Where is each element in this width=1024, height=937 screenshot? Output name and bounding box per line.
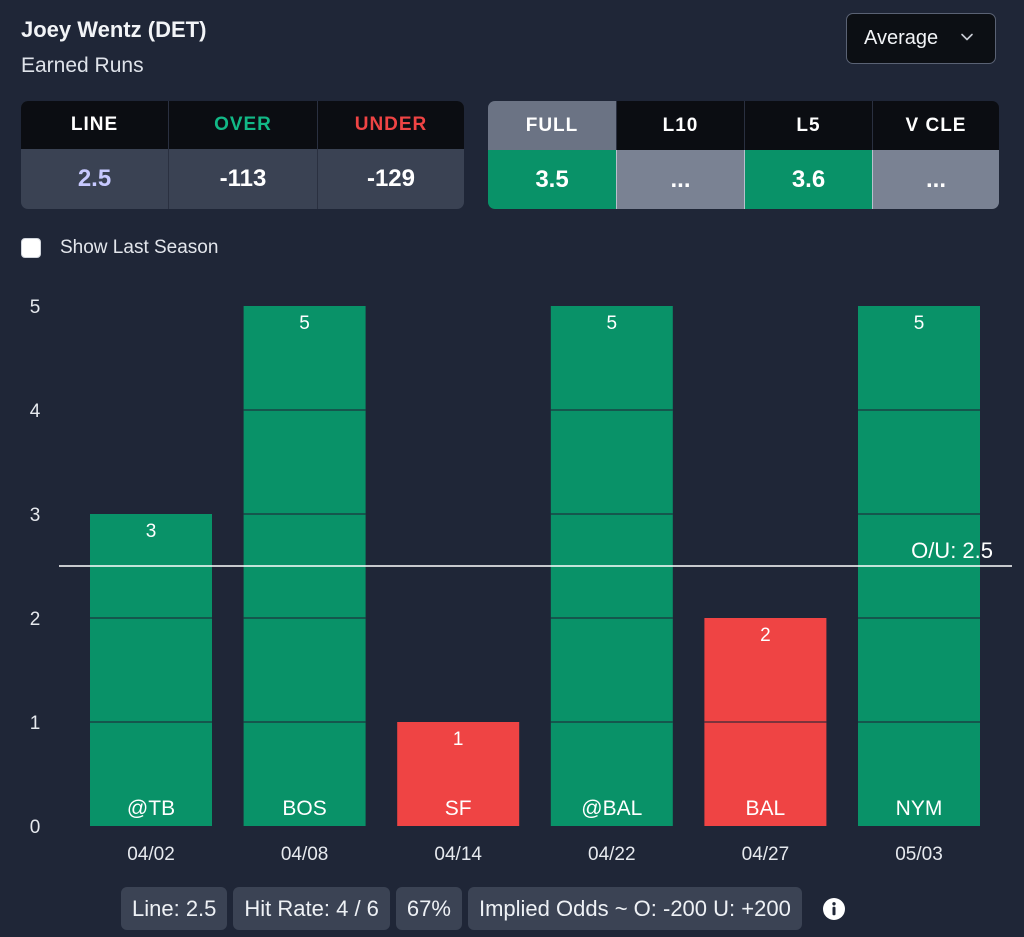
bar-value-label: 1 — [453, 729, 464, 750]
x-tick-label: 04/27 — [742, 844, 790, 865]
y-tick-label: 0 — [30, 817, 41, 838]
x-tick-label: 04/14 — [434, 844, 482, 865]
show-last-season-toggle[interactable]: Show Last Season — [21, 237, 218, 259]
splits-table: FULL L10 L5 V CLE 3.5 ... 3.6 ... — [488, 101, 999, 209]
opponent-label: BOS — [282, 797, 326, 820]
stat-name: Earned Runs — [21, 54, 144, 77]
y-tick-label: 2 — [30, 609, 41, 630]
bar — [90, 514, 212, 826]
dropdown-label: Average — [864, 27, 939, 49]
y-tick-label: 5 — [30, 297, 41, 318]
x-tick-label: 04/22 — [588, 844, 636, 865]
bar-value-label: 5 — [914, 313, 925, 334]
opponent-label: @TB — [127, 797, 175, 820]
l10-average: ... — [616, 150, 744, 209]
hit-percent-pill: 67% — [395, 887, 462, 930]
x-tick-label: 04/02 — [127, 844, 175, 865]
opponent-label: NYM — [896, 797, 943, 820]
bar-value-label: 5 — [607, 313, 618, 334]
average-dropdown[interactable]: Average — [846, 13, 996, 64]
full-average: 3.5 — [488, 150, 616, 209]
player-name: Joey Wentz (DET) — [21, 17, 207, 42]
x-tick-label: 04/08 — [281, 844, 329, 865]
opponent-label: SF — [445, 797, 472, 820]
line-header: LINE — [21, 101, 168, 149]
y-tick-label: 1 — [30, 713, 41, 734]
bar-value-label: 3 — [146, 521, 157, 542]
l5-average: 3.6 — [744, 150, 872, 209]
opponent-label: @BAL — [581, 797, 642, 820]
implied-odds-pill: Implied Odds ~ O: -200 U: +200 — [467, 887, 802, 930]
x-tick-label: 05/03 — [895, 844, 943, 865]
tab-l5[interactable]: L5 — [744, 101, 872, 150]
hit-rate-pill: Hit Rate: 4 / 6 — [233, 887, 390, 930]
show-last-season-label: Show Last Season — [60, 237, 219, 258]
earned-runs-chart: 0 1 2 3 4 5 3 @TB 04/02 5 BOS 04/08 1 SF 04/14 5 @BAL 04/… — [30, 297, 1012, 865]
tab-l10[interactable]: L10 — [616, 101, 744, 150]
under-header: UNDER — [317, 101, 464, 149]
info-icon[interactable] — [822, 897, 846, 921]
y-tick-label: 3 — [30, 505, 41, 526]
chevron-down-icon — [961, 33, 973, 41]
vs-cle-average: ... — [872, 150, 999, 209]
over-odds-value: -113 — [168, 149, 317, 209]
show-last-season-checkbox[interactable] — [21, 238, 41, 258]
y-tick-label: 4 — [30, 401, 41, 422]
summary-bar: Line: 2.5 Hit Rate: 4 / 6 67% Implied Od… — [121, 887, 846, 930]
bar — [397, 722, 520, 826]
opponent-label: BAL — [746, 797, 786, 820]
bar-value-label: 2 — [760, 625, 771, 646]
tab-full[interactable]: FULL — [488, 101, 616, 150]
tab-vs-cle[interactable]: V CLE — [872, 101, 999, 150]
bar-value-label: 5 — [299, 313, 310, 334]
line-value: 2.5 — [77, 165, 112, 192]
under-odds-value: -129 — [317, 149, 464, 209]
over-under-label: O/U: 2.5 — [911, 538, 993, 563]
odds-table: LINE OVER UNDER 2.5 -113 -129 — [21, 101, 464, 209]
line-pill: Line: 2.5 — [121, 887, 228, 930]
over-header: OVER — [168, 101, 317, 149]
